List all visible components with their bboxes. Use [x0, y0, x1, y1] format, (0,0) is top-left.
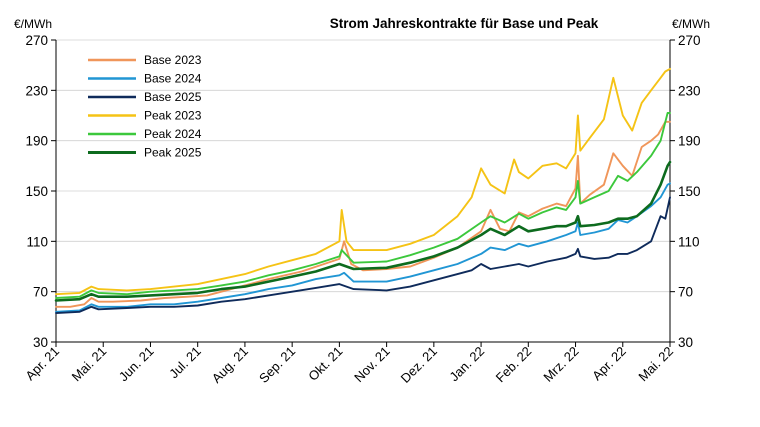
- right-axis-ticks: 270 230 190 150 110 70 30: [670, 33, 701, 350]
- legend-label: Base 2023: [144, 53, 202, 67]
- x-tick-label: Apr. 22: [589, 344, 629, 384]
- x-tick-label: Aug. 21: [209, 344, 251, 386]
- x-tick-label: Sep. 21: [256, 344, 298, 386]
- legend-label: Peak 2025: [144, 146, 202, 160]
- x-tick-label: Jul. 21: [166, 344, 204, 382]
- left-tick-label: 230: [25, 83, 48, 98]
- series-line-peak-2024: [55, 112, 671, 299]
- right-tick-label: 230: [678, 83, 701, 98]
- legend-label: Peak 2024: [144, 127, 202, 141]
- series-line-base-2023: [55, 120, 671, 308]
- right-tick-label: 270: [678, 33, 701, 48]
- series-line-peak-2025: [54, 160, 672, 302]
- right-tick-label: 190: [678, 134, 701, 149]
- x-tick-label: Mai. 21: [69, 344, 110, 385]
- left-tick-label: 190: [25, 134, 48, 149]
- series-line-base-2024: [55, 182, 671, 313]
- x-tick-label: Mai. 22: [635, 344, 676, 385]
- x-tick-label: Okt. 21: [305, 344, 345, 384]
- legend: Base 2023 Base 2024 Base 2025 Peak 2023 Peak…: [88, 53, 202, 160]
- x-axis-ticks: Apr. 21 Mai. 21 Jun. 21 Jul. 21 Aug. 21 Sep. …: [22, 342, 676, 386]
- right-tick-label: 70: [678, 285, 693, 300]
- left-tick-label: 70: [33, 285, 48, 300]
- left-axis-unit: €/MWh: [14, 17, 52, 31]
- x-tick-label: Nov. 21: [351, 344, 393, 386]
- legend-label: Base 2025: [144, 90, 202, 104]
- left-axis-ticks: 270 230 190 150 110 70 30: [25, 33, 56, 350]
- right-tick-label: 30: [678, 335, 693, 350]
- series-line-peak-2023: [55, 67, 671, 296]
- left-tick-label: 270: [25, 33, 48, 48]
- left-tick-label: 110: [26, 234, 48, 249]
- x-tick-label: Feb. 22: [493, 344, 535, 386]
- series-line-base-2025: [55, 196, 671, 315]
- x-tick-label: Dez. 21: [398, 344, 440, 386]
- legend-label: Peak 2023: [144, 109, 202, 123]
- legend-label: Base 2024: [144, 72, 202, 86]
- x-tick-label: Jun. 21: [116, 344, 157, 385]
- x-tick-label: Mrz. 22: [540, 344, 581, 385]
- left-tick-label: 150: [25, 184, 48, 199]
- x-tick-label: Jan. 22: [446, 344, 487, 385]
- right-axis-unit: €/MWh: [672, 17, 710, 31]
- right-tick-label: 110: [678, 234, 700, 249]
- chart-title: Strom Jahreskontrakte für Base und Peak: [330, 16, 599, 31]
- left-tick-label: 30: [33, 335, 48, 350]
- right-tick-label: 150: [678, 184, 701, 199]
- series-lines: [54, 67, 672, 315]
